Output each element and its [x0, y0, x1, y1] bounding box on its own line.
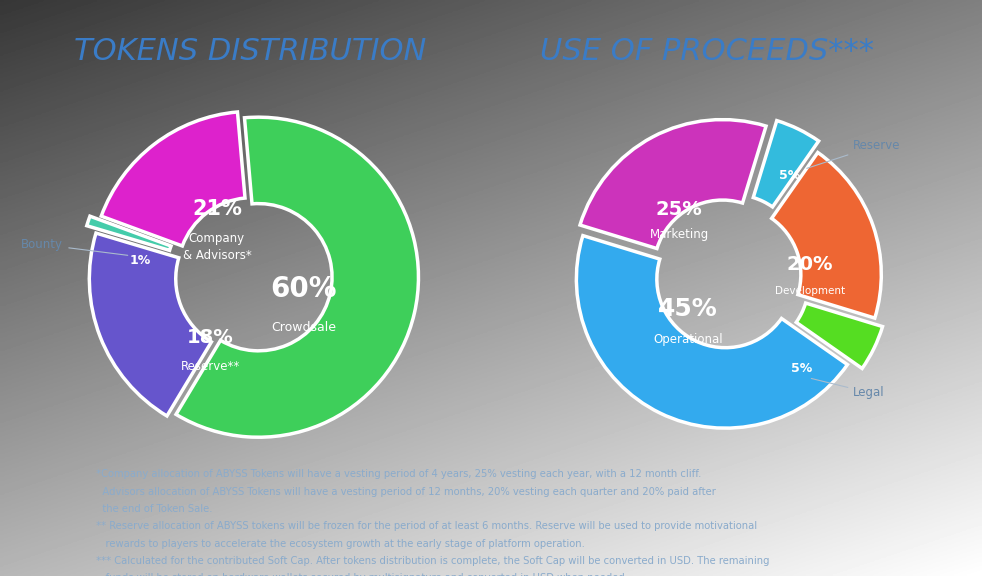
Text: Legal: Legal [811, 378, 885, 399]
Text: Development: Development [775, 286, 846, 297]
Text: 21%: 21% [191, 199, 242, 219]
Text: the end of Token Sale.: the end of Token Sale. [93, 504, 213, 514]
Text: *Company allocation of ABYSS Tokens will have a vesting period of 4 years, 25% v: *Company allocation of ABYSS Tokens will… [93, 469, 702, 479]
Text: USE OF PROCEEDS***: USE OF PROCEEDS*** [540, 37, 874, 66]
Text: & Advisors*: & Advisors* [183, 249, 251, 262]
Text: Operational: Operational [653, 332, 723, 346]
Wedge shape [86, 216, 171, 251]
Text: 25%: 25% [656, 200, 702, 219]
Wedge shape [796, 303, 883, 369]
Text: Company: Company [189, 232, 245, 245]
Wedge shape [176, 117, 418, 437]
Text: ** Reserve allocation of ABYSS tokens will be frozen for the period of at least : ** Reserve allocation of ABYSS tokens wi… [93, 521, 757, 531]
Text: 45%: 45% [658, 297, 718, 321]
Text: rewards to players to accelerate the ecosystem growth at the early stage of plat: rewards to players to accelerate the eco… [93, 539, 585, 548]
Wedge shape [101, 112, 246, 246]
Text: Marketing: Marketing [649, 228, 709, 241]
Text: 5%: 5% [779, 169, 800, 181]
Text: 60%: 60% [270, 275, 337, 304]
Text: Crowdsale: Crowdsale [271, 321, 336, 334]
Wedge shape [753, 120, 819, 207]
Text: 5%: 5% [791, 362, 812, 376]
Text: 18%: 18% [188, 328, 234, 347]
Text: funds will be stored on hardware wallets secured by multisignature and converted: funds will be stored on hardware wallets… [93, 573, 628, 576]
Wedge shape [89, 233, 211, 416]
Text: 20%: 20% [787, 255, 834, 274]
Wedge shape [576, 236, 847, 428]
Text: Reserve: Reserve [807, 139, 900, 168]
Text: Advisors allocation of ABYSS Tokens will have a vesting period of 12 months, 20%: Advisors allocation of ABYSS Tokens will… [93, 487, 716, 497]
Text: 1%: 1% [130, 254, 150, 267]
Wedge shape [580, 120, 766, 249]
Text: TOKENS DISTRIBUTION: TOKENS DISTRIBUTION [75, 37, 426, 66]
Text: Reserve**: Reserve** [181, 359, 241, 373]
Text: *** Calculated for the contributed Soft Cap. After tokens distribution is comple: *** Calculated for the contributed Soft … [93, 556, 770, 566]
Text: Bounty: Bounty [22, 238, 128, 255]
Wedge shape [772, 153, 881, 318]
